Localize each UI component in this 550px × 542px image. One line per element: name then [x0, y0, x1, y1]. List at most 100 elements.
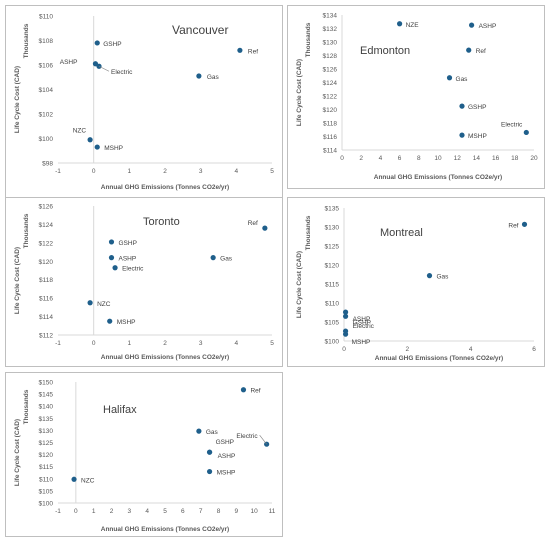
data-label-mshp: MSHP: [468, 133, 487, 140]
y-tick-label: $112: [39, 333, 53, 340]
x-tick-label: -1: [55, 508, 61, 515]
y-tick-label: $108: [39, 38, 54, 45]
x-tick-label: 2: [110, 508, 114, 515]
data-label-gas: Gas: [220, 256, 233, 263]
y-tick-label: $114: [39, 314, 53, 321]
data-point-ashp: [342, 309, 349, 315]
data-label-mshp: MSHP: [104, 145, 123, 152]
y-tick-label: $115: [325, 282, 339, 289]
y-tick-label: $116: [39, 296, 53, 303]
label-leader-line: [259, 435, 267, 445]
x-tick-label: 11: [269, 508, 276, 515]
y-tick-label: $126: [323, 67, 338, 74]
y-tick-label: $104: [39, 87, 54, 94]
chart-panel-montreal: 0 2 4 6 $100 $105 $110 $115 $120 $125 $130 $135 Mont…: [287, 197, 545, 367]
x-tick-label: 8: [217, 508, 221, 515]
chart-title: Vancouver: [172, 23, 228, 37]
data-point-ref: [262, 225, 268, 231]
y-tick-label: $98: [42, 161, 53, 168]
data-label-electric: Electric: [353, 323, 375, 330]
data-label-electric: Electric: [111, 69, 133, 76]
data-label-gshp: GSHP: [468, 104, 486, 111]
data-label-electric: Electric: [501, 121, 523, 128]
x-tick-label: 2: [163, 340, 167, 347]
data-point-gshp: [459, 103, 465, 109]
data-point-gshp: [108, 239, 115, 245]
data-label-nzc: NZC: [97, 301, 111, 308]
data-point-gas: [196, 428, 202, 434]
data-label-ashp: ASHP: [479, 23, 497, 30]
y-axis-unit-label: Thousands: [23, 23, 30, 58]
data-point-gas: [210, 255, 216, 261]
x-tick-label: 4: [145, 508, 149, 515]
x-tick-label: 2: [359, 155, 363, 162]
data-point-gshp: [342, 313, 349, 319]
y-tick-label: $110: [39, 476, 53, 483]
y-tick-label: $120: [325, 263, 340, 270]
data-label-gshp: GSHP: [103, 41, 121, 48]
x-tick-label: 9: [235, 508, 239, 515]
data-point-nze: [397, 21, 403, 27]
chart-montreal: 0 2 4 6 $100 $105 $110 $115 $120 $125 $130 $135 Mont…: [296, 206, 536, 363]
data-point-electric: [112, 265, 118, 271]
y-tick-label: $130: [39, 428, 54, 435]
chart-edmonton: 0 2 4 6 8 10 12 14 16 18 20 $114 $116 $118 $120 $122 $12…: [296, 13, 538, 182]
y-axis-unit-label: Thousands: [23, 213, 30, 248]
data-label-ashp: ASHP: [119, 256, 137, 263]
data-label-ashp: ASHP: [60, 59, 78, 66]
y-axis-label: Life Cycle Cost (CAD): [14, 419, 21, 486]
x-tick-label: 0: [74, 508, 78, 515]
x-tick-label: 10: [251, 508, 259, 515]
y-tick-label: $120: [39, 452, 54, 459]
x-tick-label: -1: [55, 340, 61, 347]
x-tick-label: 18: [511, 155, 519, 162]
data-label-gshp: GSHP: [216, 439, 234, 446]
data-point-nzc: [87, 137, 93, 143]
data-label-gas: Gas: [206, 429, 219, 436]
data-label-gshp: GSHP: [119, 240, 137, 247]
data-point-mshp: [342, 331, 349, 337]
y-tick-label: $120: [323, 107, 338, 114]
data-label-mshp: MSHP: [117, 319, 136, 326]
y-tick-label: $122: [323, 94, 338, 101]
data-label-ref: Ref: [250, 388, 260, 395]
x-tick-label: 5: [270, 168, 274, 175]
data-point-mshp: [94, 144, 100, 150]
y-tick-label: $106: [39, 63, 54, 70]
y-tick-label: $120: [39, 259, 54, 266]
y-tick-label: $125: [325, 244, 340, 251]
x-tick-label: 4: [235, 168, 239, 175]
data-point-ref: [521, 221, 528, 227]
data-label-gshp: GSHP: [353, 319, 371, 326]
x-tick-label: 2: [406, 346, 410, 353]
data-label-nzc: NZC: [73, 128, 87, 135]
y-axis-label: Life Cycle Cost (CAD): [14, 66, 21, 133]
label-leader-line: [98, 65, 110, 72]
data-label-mshp: MSHP: [217, 470, 236, 477]
y-tick-label: $122: [39, 240, 54, 247]
data-point-mshp: [459, 132, 465, 138]
x-tick-label: 3: [128, 508, 132, 515]
data-label-electric: Electric: [236, 433, 258, 440]
data-label-nze: NZE: [406, 22, 420, 29]
y-tick-label: $130: [325, 225, 340, 232]
chart-panel-vancouver: -1 0 1 2 3 4 5 $98 $100 $102 $104 $106 $108 $110 Vanco…: [5, 5, 283, 206]
y-axis-label: Life Cycle Cost (CAD): [296, 59, 303, 126]
x-tick-label: 0: [342, 346, 346, 353]
chart-title: Toronto: [143, 216, 180, 228]
x-tick-label: 1: [128, 168, 132, 175]
chart-vancouver: -1 0 1 2 3 4 5 $98 $100 $102 $104 $106 $108 $110 Vanco…: [14, 14, 274, 192]
y-axis-unit-label: Thousands: [305, 215, 312, 250]
chart-toronto: -1 0 1 2 3 4 5 $112 $114 $116 $118 $120 $122 $124 $126…: [14, 204, 274, 362]
data-point-ashp: [108, 255, 115, 261]
x-tick-label: 5: [270, 340, 274, 347]
data-label-mshp: MSHP: [352, 339, 371, 346]
x-tick-label: -1: [55, 168, 61, 175]
x-axis-label: Annual GHG Emissions (Tonnes CO2e/yr): [375, 355, 503, 362]
data-point-gas: [196, 73, 202, 79]
chart-title: Edmonton: [360, 45, 410, 57]
y-tick-label: $118: [39, 277, 53, 284]
x-tick-label: 14: [473, 155, 481, 162]
x-tick-label: 8: [417, 155, 421, 162]
y-tick-label: $145: [39, 392, 54, 399]
